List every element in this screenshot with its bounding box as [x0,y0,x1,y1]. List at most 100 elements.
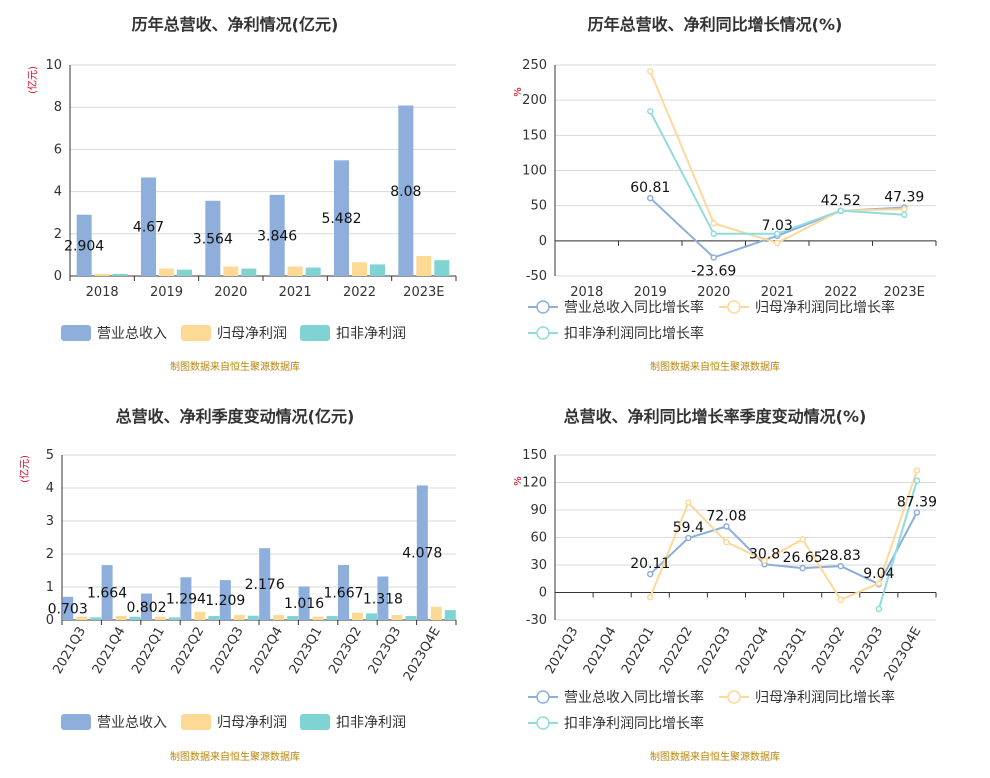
data-point [774,230,781,238]
legend-swatch [300,714,330,730]
y-tick-label: 4 [54,185,62,200]
unit-label: (亿元) [18,455,31,483]
legend-item-revenue-growth[interactable]: 营业总收入同比增长率 [528,689,704,706]
legend-item-net-growth[interactable]: 归母净利润同比增长率 [719,299,895,316]
y-tick-label: 90 [530,503,547,518]
y-tick-label: 1 [46,580,54,595]
bar [298,586,310,620]
bar [141,177,156,276]
quarterly-bar-chart: 总营收、净利季度变动情况(亿元) (亿元) 0 1 2 3 4 5 2021Q3 2021Q4… [18,407,457,763]
data-label: 2.904 [64,238,104,254]
x-tick-label: 2020 [214,285,247,300]
bar [115,616,127,620]
y-tick-label: -30 [526,613,547,628]
data-label: 72.08 [706,508,746,524]
data-label: 4.078 [402,546,442,562]
y-tick-label: 5 [46,448,54,463]
bar [326,616,338,620]
x-tick-label: 2023Q3 [848,625,887,677]
y-tick-label: 150 [522,128,547,143]
source-note: 制图数据来自恒生聚源数据库 [170,750,300,763]
legend-label: 营业总收入同比增长率 [564,299,704,316]
bar [287,266,303,276]
legend-label: 归母净利润同比增长率 [755,689,895,706]
bar [94,273,110,276]
x-tick-label: 2021Q3 [50,625,89,677]
legend-label: 扣非净利润同比增长率 [564,325,704,342]
chart-title: 总营收、净利季度变动情况(亿元) [116,407,355,426]
data-point [837,562,844,570]
legend-item-revenue[interactable]: 营业总收入 [61,325,167,342]
x-tick-label: 2022Q1 [129,625,168,677]
series-line [649,110,905,235]
data-point [837,207,844,214]
bar [208,616,220,620]
x-tick-label: 2022Q4 [247,625,286,677]
source-note: 制图数据来自恒生聚源数据库 [170,360,300,373]
data-label: 30.8 [749,546,780,562]
bar [241,268,257,276]
x-tick-label: 2023Q1 [771,625,810,677]
legend-item-net-profit[interactable]: 归母净利润 [181,714,287,731]
x-tick-label: 2023Q1 [287,625,326,677]
bar [430,606,442,620]
data-point [875,605,883,613]
bar [352,262,367,276]
legend: 营业总收入同比增长率 归母净利润同比增长率 扣非净利润同比增长率 [528,299,895,342]
legend-item-deducted-profit[interactable]: 扣非净利润 [300,325,406,342]
y-tick-label: 120 [522,476,547,491]
bar [391,615,403,620]
data-point [685,534,692,542]
bar [366,613,377,620]
x-tick-label: 2020 [697,285,730,300]
legend-item-deducted-growth[interactable]: 扣非净利润同比增长率 [528,715,704,732]
chart-title: 历年总营收、净利同比增长情况(%) [588,15,843,34]
legend-swatch [181,714,211,730]
x-tick-label: 2021 [761,285,794,300]
x-tick-label: 2023Q2 [809,625,848,677]
y-tick-label: 30 [530,558,547,573]
bar [112,273,128,276]
data-label: 1.016 [284,596,324,612]
data-label: 1.209 [205,593,245,609]
legend-item-revenue[interactable]: 营业总收入 [61,714,167,731]
legend-marker [536,326,550,340]
x-tick-label: 2021Q3 [543,625,582,677]
bar [205,200,221,276]
data-point [710,230,717,238]
quarterly-line-chart: 总营收、净利同比增长率季度变动情况(%) % -30 0 30 60 90 120 150 2… [513,407,937,763]
y-tick-label: 6 [54,142,62,157]
data-point [913,467,921,474]
bar [76,616,88,620]
data-label: 60.81 [630,180,670,196]
bar [377,576,389,620]
legend-item-net-profit[interactable]: 归母净利润 [181,325,287,342]
data-point [901,205,908,213]
data-label: 9.04 [863,566,894,582]
bar [159,268,174,276]
data-label: 47.39 [884,190,924,206]
legend-label: 营业总收入同比增长率 [564,689,704,706]
source-note: 制图数据来自恒生聚源数据库 [650,360,780,373]
y-tick-label: 4 [46,481,54,496]
bar [352,612,363,620]
data-label: 42.52 [821,193,861,209]
bar [259,548,271,620]
legend-item-deducted-profit[interactable]: 扣非净利润 [300,714,406,731]
legend-item-deducted-growth[interactable]: 扣非净利润同比增长率 [528,325,704,342]
legend-label: 扣非净利润 [336,715,406,731]
y-tick-label: 60 [530,531,547,546]
data-point [685,499,692,506]
y-tick-label: 100 [522,164,547,179]
bar [169,617,180,620]
legend-item-net-growth[interactable]: 归母净利润同比增长率 [719,689,895,706]
bar [101,565,113,620]
legend-item-revenue-growth[interactable]: 营业总收入同比增长率 [528,299,704,316]
legend-label: 扣非净利润 [336,326,406,342]
data-label: 3.846 [257,228,297,244]
data-point [723,523,730,530]
data-label: 4.67 [133,220,164,236]
quarterly-revenue-profit-panel: 总营收、净利季度变动情况(亿元) (亿元) 0 1 2 3 4 5 2021Q3 2021Q4… [0,389,495,778]
bar [334,160,349,276]
data-label: 8.08 [390,184,421,200]
